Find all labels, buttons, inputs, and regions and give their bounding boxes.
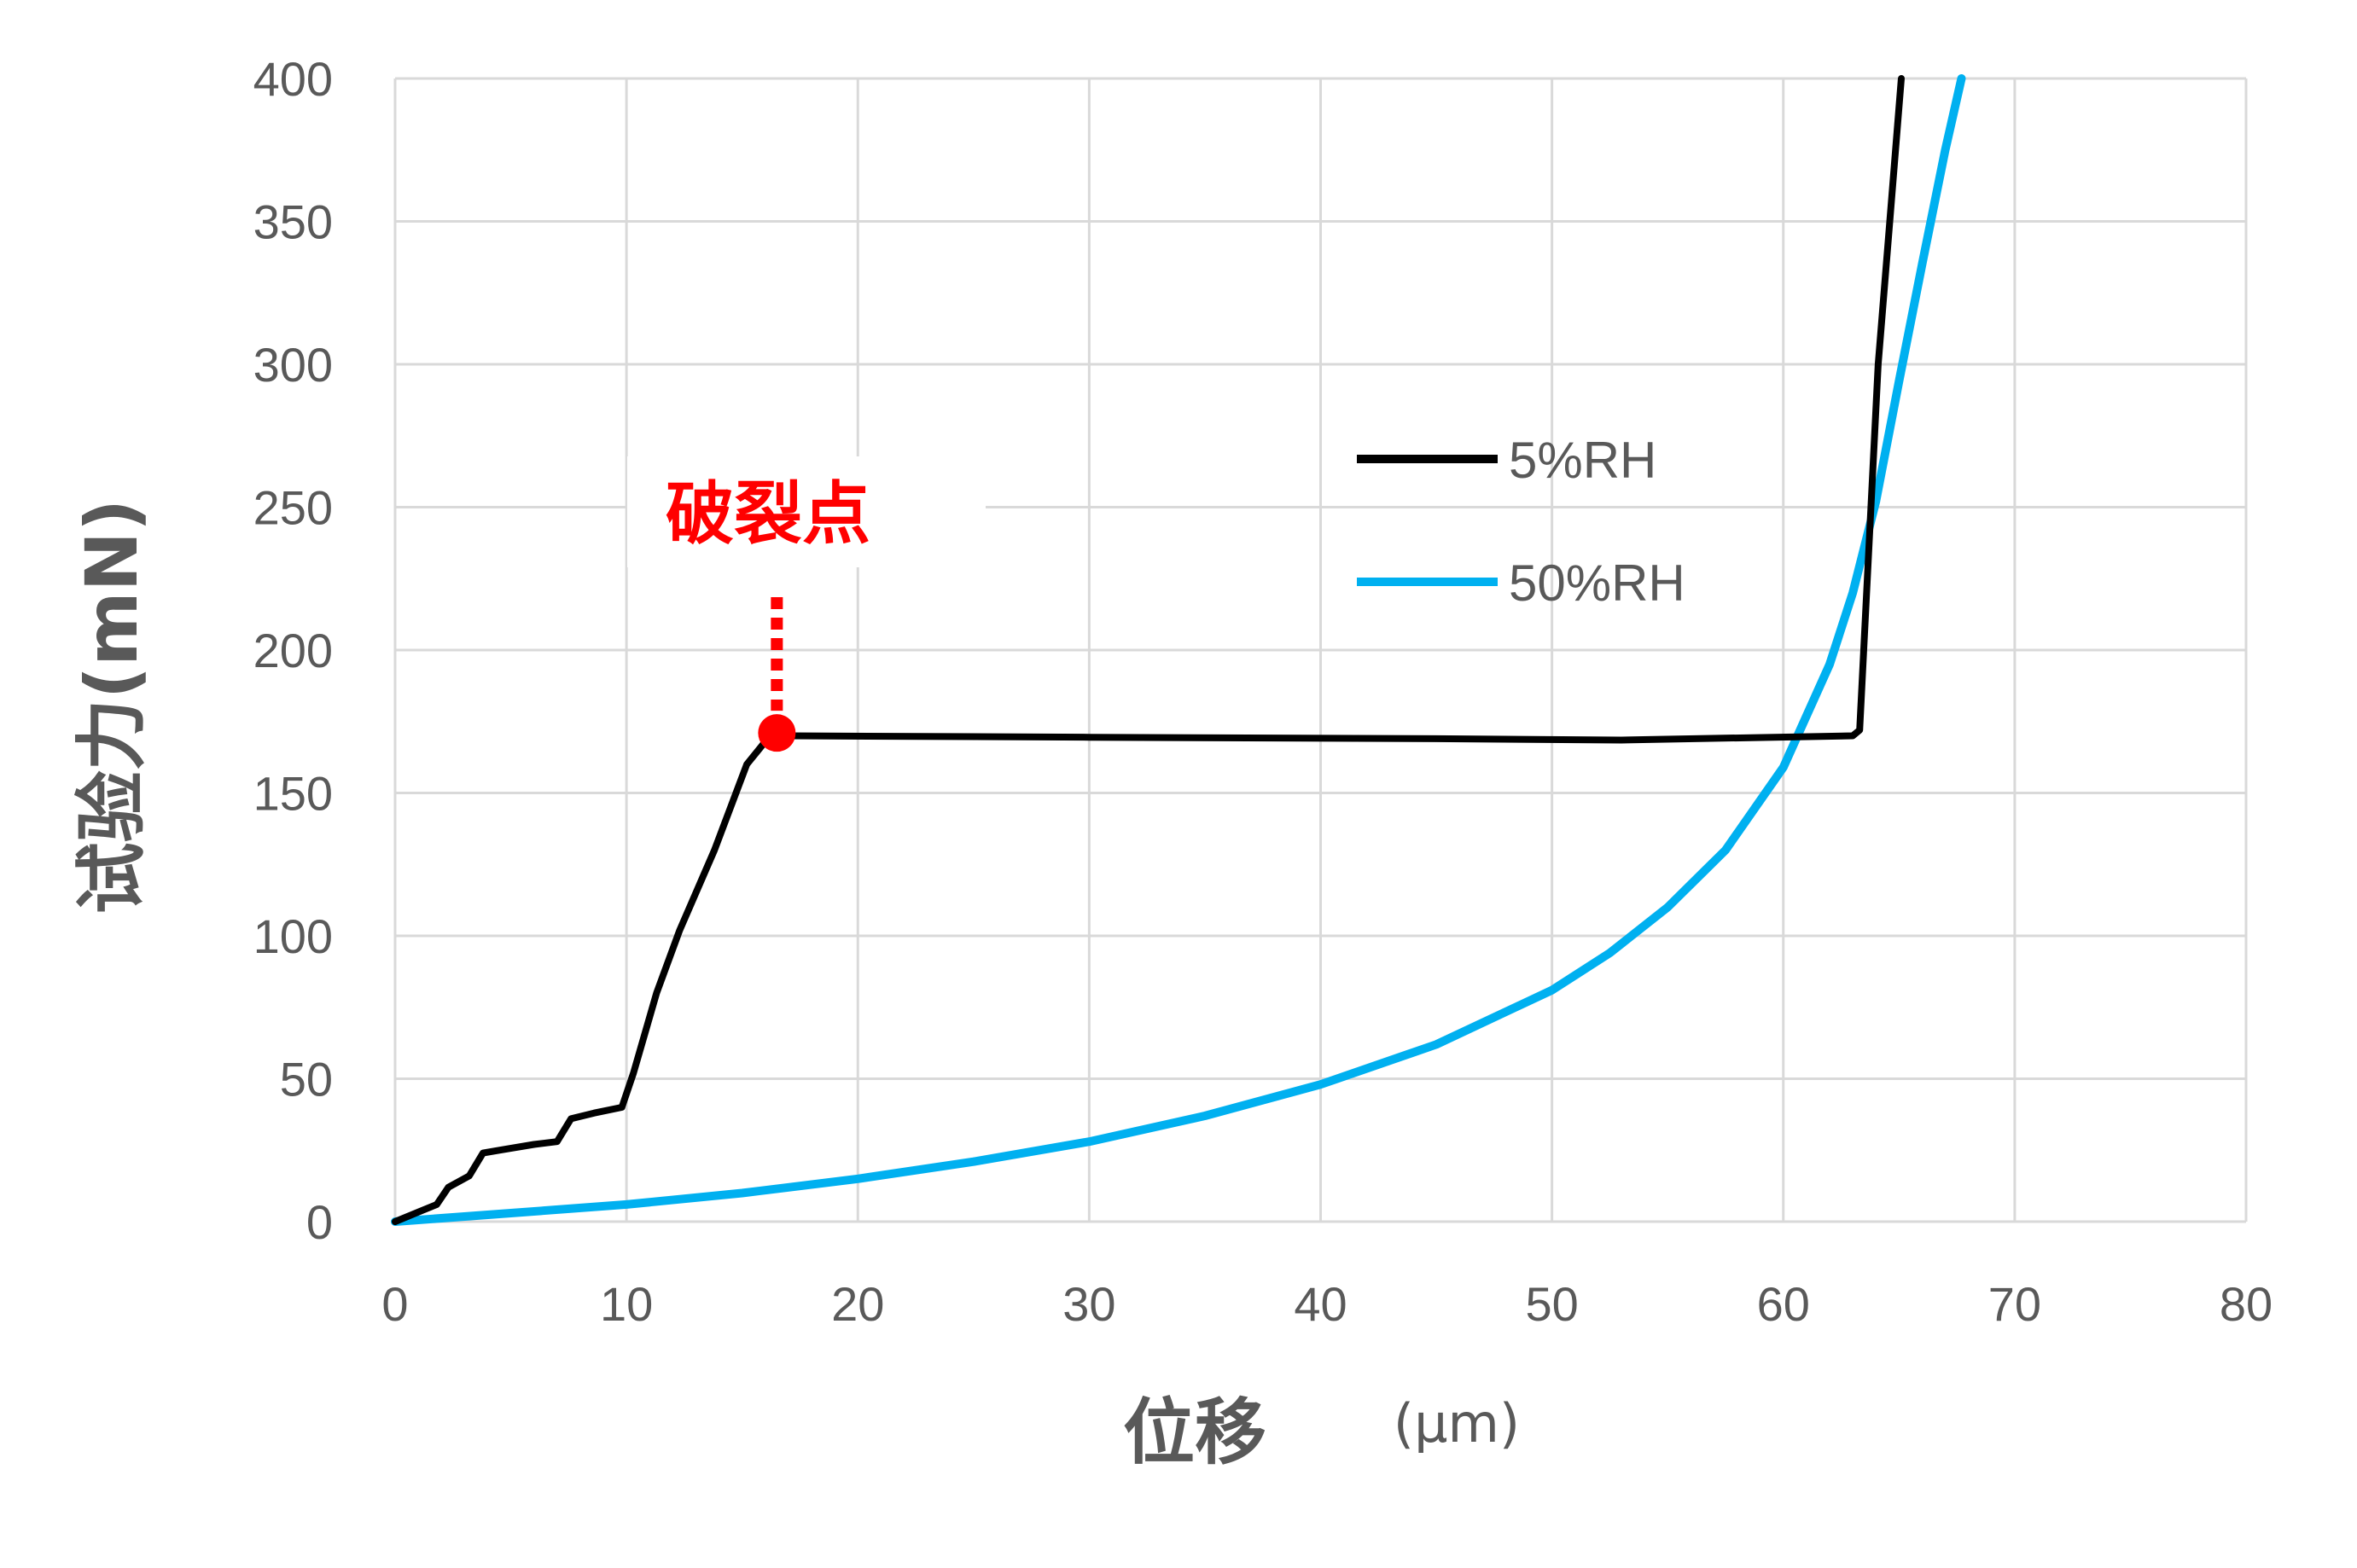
legend-label-50rh: 50%RH <box>1509 555 1685 612</box>
y-tick-label: 350 <box>253 195 333 249</box>
series-line-5rh <box>392 75 1905 1225</box>
x-tick-label: 0 <box>381 1277 408 1331</box>
y-tick-label: 0 <box>306 1195 333 1249</box>
x-tick-label: 40 <box>1294 1277 1347 1331</box>
x-axis-unit: (μm) <box>1394 1392 1520 1455</box>
x-tick-label: 20 <box>831 1277 884 1331</box>
x-axis-title: 位移 <box>1123 1391 1266 1474</box>
breakpoint-annotation: 破裂点 <box>627 456 986 752</box>
y-tick-label: 150 <box>253 767 333 821</box>
y-tick-label: 100 <box>253 909 333 963</box>
series-line-50rh <box>391 74 1966 1226</box>
legend-label-5rh: 5%RH <box>1509 432 1656 489</box>
x-tick-label: 60 <box>1757 1277 1810 1331</box>
y-tick-label: 250 <box>253 481 333 535</box>
legend: 5%RH 50%RH <box>1357 432 1685 612</box>
x-tick-label: 80 <box>2220 1277 2273 1331</box>
y-tick-label: 400 <box>253 52 333 106</box>
y-tick-labels: 0 50 100 150 200 250 300 350 400 <box>253 52 333 1249</box>
y-tick-label: 200 <box>253 624 333 677</box>
annotation-background <box>627 456 986 567</box>
y-axis-title: 试验力(mN) <box>70 499 154 915</box>
x-tick-label: 10 <box>600 1277 653 1331</box>
x-tick-labels: 0 10 20 30 40 50 60 70 80 <box>381 1277 2273 1331</box>
annotation-label: 破裂点 <box>666 474 870 554</box>
gridlines <box>393 77 2248 1223</box>
breakpoint-marker <box>758 714 796 752</box>
y-tick-label: 50 <box>280 1053 333 1106</box>
y-tick-label: 300 <box>253 338 333 392</box>
x-tick-label: 70 <box>1988 1277 2041 1331</box>
x-tick-label: 50 <box>1525 1277 1578 1331</box>
series-layer <box>391 74 1966 1226</box>
x-tick-label: 30 <box>1062 1277 1115 1331</box>
